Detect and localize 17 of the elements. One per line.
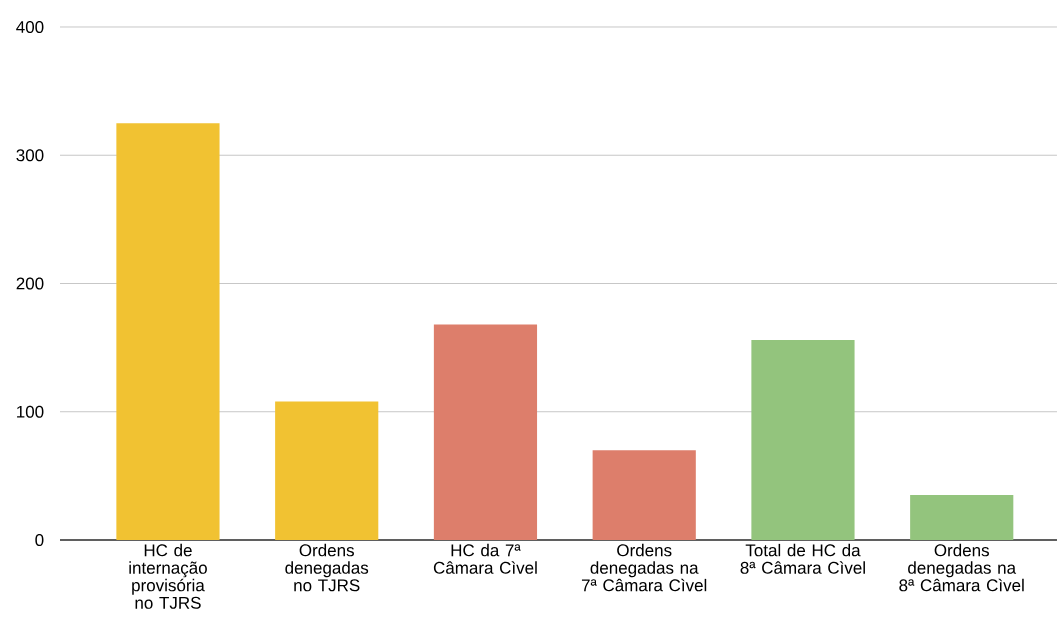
x-tick-label: Ordens denegadas na 8ª Câmara Cìvel [899,543,1024,592]
y-tick-label: 400 [16,20,44,34]
y-tick-label: 200 [16,277,44,290]
x-tick-label: HC da 7ª Câmara Cìvel [433,543,537,574]
bar [275,401,379,540]
bar [751,339,855,540]
x-tick-label: Total de HC da 8ª Câmara Cìvel [740,543,865,574]
y-tick-label: 100 [17,405,44,418]
bar [910,495,1014,540]
bar [116,123,220,540]
x-tick-label: Ordens denegadas na 7ª Câmara Cìvel [581,543,707,592]
y-tick-label: 300 [16,149,44,162]
x-tick-label: HC de internação provisória no TJRS [129,543,207,609]
y-tick-label: 0 [35,533,44,547]
bar [592,450,696,540]
x-tick-label: Ordens denegadas no TJRS [285,543,369,592]
bar [433,324,538,540]
